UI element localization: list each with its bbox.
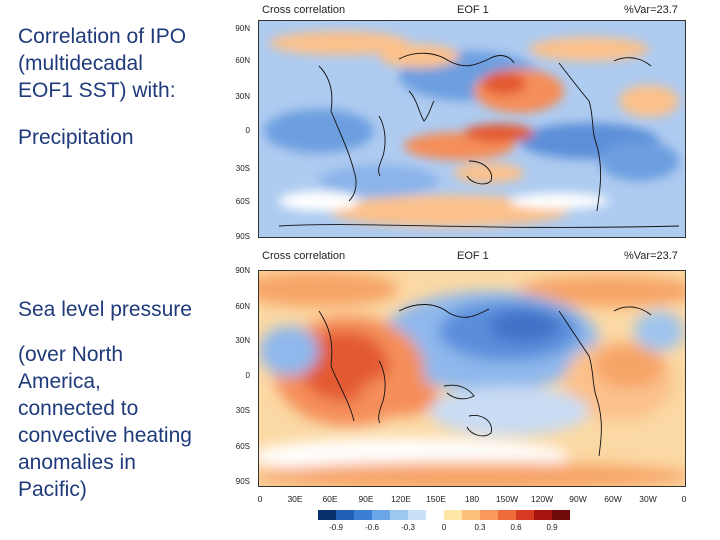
precipitation-map-graphic [259,21,685,237]
lon-tick: 90E [358,494,374,504]
colorbar-label: 0 [441,523,447,532]
caption-line: Correlation of IPO [18,25,187,48]
colorbar-cell [480,510,498,520]
slp-note-line: convective heating [18,424,192,447]
precipitation-correlation-map [258,20,686,238]
lon-tick: 30W [639,494,657,504]
panel2-lat-tick: 30S [235,406,250,415]
panel2-center-title: EOF 1 [457,250,489,262]
lon-tick: 120W [530,494,554,504]
panel1-lat-tick: 60S [235,197,250,206]
slp-note: (over North America, connected to convec… [18,341,233,503]
lon-tick: 150E [426,494,446,504]
panel2-lat-tick: 60N [235,302,250,311]
panel1-lat-tick: 30N [235,92,250,101]
lon-tick: 120E [391,494,411,504]
lon-tick: 60E [322,494,338,504]
lon-tick: 30E [287,494,303,504]
slp-map-graphic [259,271,685,486]
lon-tick: 0 [681,494,687,504]
colorbar [318,510,570,520]
lon-tick: 90W [569,494,587,504]
colorbar-cell [552,510,570,520]
panel1-center-title: EOF 1 [457,4,489,16]
panel2-right-title: %Var=23.7 [624,250,678,262]
colorbar-cell [462,510,480,520]
precipitation-label: Precipitation [18,126,134,149]
colorbar-label: 0.3 [474,523,486,532]
panel1-left-title: Cross correlation [262,4,346,16]
panel2-lat-tick: 90S [235,477,250,486]
colorbar-label: 0.6 [510,523,522,532]
lon-tick: 0 [257,494,263,504]
panel1-lat-tick: 90N [235,24,250,33]
panel1-lat-tick: 60N [235,56,250,65]
colorbar-cell [318,510,336,520]
slp-note-line: connected to [18,397,139,420]
colorbar-label: -0.9 [329,523,343,532]
colorbar-cell [534,510,552,520]
slp-note-line: America, [18,370,101,393]
panel1-lat-tick: 90S [235,232,250,241]
colorbar-cell [498,510,516,520]
panel2-lat-tick: 30N [235,336,250,345]
slp-note-line: (over North [18,343,124,366]
colorbar-cell [426,510,444,520]
colorbar-cell [390,510,408,520]
slp-correlation-map [258,270,686,487]
panel1-lat-tick: 30S [235,164,250,173]
panel1-lat-tick: 0 [245,126,250,135]
colorbar-cell [372,510,390,520]
panel2-lat-tick: 60S [235,442,250,451]
colorbar-label: 0.9 [546,523,558,532]
colorbar-cell [516,510,534,520]
slp-note-line: Pacific) [18,478,87,501]
panel2-left-title: Cross correlation [262,250,346,262]
colorbar-label: -0.3 [401,523,415,532]
panel2-lat-tick: 0 [245,371,250,380]
caption: Correlation of IPO (multidecadal EOF1 SS… [18,23,218,104]
slp-note-line: anomalies in [18,451,136,474]
caption-line: EOF1 SST) with: [18,79,176,102]
colorbar-cell [354,510,372,520]
colorbar-cell [444,510,462,520]
panel2-lat-tick: 90N [235,266,250,275]
lon-tick: 180 [464,494,480,504]
lon-tick: 150W [495,494,519,504]
panel1-right-title: %Var=23.7 [624,4,678,16]
lon-tick: 60W [604,494,622,504]
colorbar-cell [336,510,354,520]
caption-line: (multidecadal [18,52,143,75]
colorbar-label: -0.6 [365,523,379,532]
colorbar-cell [408,510,426,520]
sea-level-pressure-label: Sea level pressure [18,298,192,321]
